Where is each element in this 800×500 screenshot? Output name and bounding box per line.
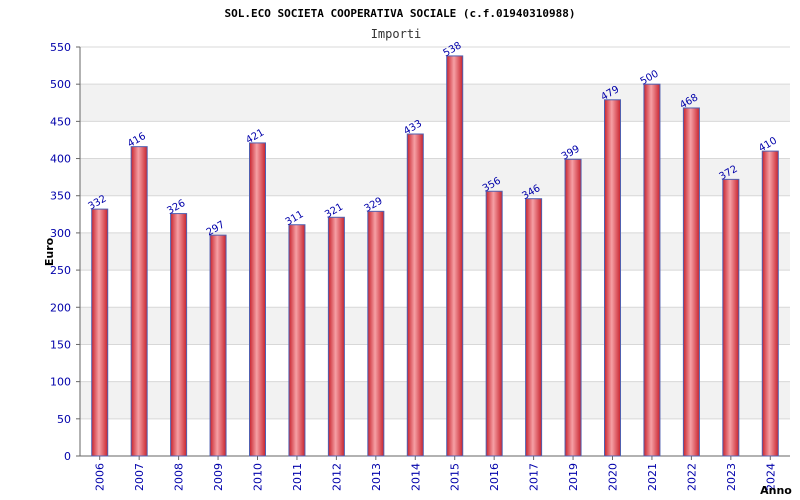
axes <box>79 47 790 457</box>
bar-2010 <box>249 142 266 457</box>
x-tick-label-2017: 2017 <box>528 463 541 491</box>
y-tick-label: 0 <box>64 450 71 463</box>
bar-2007 <box>130 146 148 457</box>
bar-2012 <box>327 216 345 457</box>
x-tick-label-2011: 2011 <box>291 463 304 491</box>
x-tick-label-2014: 2014 <box>409 463 422 491</box>
bar-2013 <box>367 210 385 457</box>
grid-lines <box>76 46 790 457</box>
y-tick-label: 400 <box>50 153 71 166</box>
grid-band <box>80 381 790 419</box>
x-tick-label-2013: 2013 <box>370 463 383 491</box>
y-tick-label: 150 <box>50 338 71 351</box>
chart-subtitle: Importi <box>371 27 422 41</box>
x-tick-label-2009: 2009 <box>212 463 225 491</box>
grid-band <box>80 232 790 271</box>
bar-2022 <box>682 107 700 457</box>
y-tick-label: 500 <box>50 78 71 91</box>
bar-2011 <box>288 224 306 457</box>
bar-2006 <box>91 208 109 457</box>
x-axis-label: Anno <box>760 484 792 497</box>
x-tick-label-2012: 2012 <box>330 463 343 491</box>
y-tick-labels: 0 50 100 150 200 250 300 350 400 450 500 550 <box>50 41 71 463</box>
y-axis-label: Euro <box>43 237 56 266</box>
y-tick-label: 100 <box>50 376 71 389</box>
chart-title: SOL.ECO SOCIETA COOPERATIVA SOCIALE (c.f… <box>225 7 576 20</box>
grid-band <box>80 307 790 345</box>
x-tick-label-2010: 2010 <box>252 463 265 491</box>
grid-band <box>80 84 790 122</box>
x-tick-label-2020: 2020 <box>607 463 620 491</box>
x-tick-label-2023: 2023 <box>725 463 738 491</box>
y-tick-label: 550 <box>50 41 71 54</box>
y-tick-label: 50 <box>57 413 71 426</box>
x-tick-label-2016: 2016 <box>488 463 501 491</box>
bar-2015 <box>446 55 464 457</box>
bar-2017 <box>525 198 543 457</box>
grid-band <box>80 158 790 196</box>
bar-2023 <box>722 178 740 457</box>
x-tick-labels: 2006 2007 2008 2009 2010 2011 2012 2013 2014 2015… <box>94 456 777 491</box>
x-tick-label-2015: 2015 <box>449 463 462 491</box>
y-tick-label: 450 <box>50 115 71 128</box>
bar-2008 <box>170 213 188 457</box>
bar-2024 <box>761 150 779 457</box>
bar-2019 <box>564 158 582 457</box>
y-tick-label: 200 <box>50 301 71 314</box>
bar-2021 <box>643 83 661 457</box>
bar-2020 <box>604 99 621 457</box>
y-tick-label: 250 <box>50 264 71 277</box>
grid-bands <box>80 84 790 419</box>
x-tick-label-2006: 2006 <box>94 463 107 491</box>
bar-2016 <box>485 190 503 457</box>
y-tick-label: 300 <box>50 227 71 240</box>
x-tick-label-2021: 2021 <box>646 463 659 491</box>
x-tick-label-2024: 2024 <box>764 463 777 491</box>
x-tick-label-2022: 2022 <box>685 463 698 491</box>
bar-2009 <box>209 234 227 457</box>
x-tick-label-2007: 2007 <box>133 463 146 491</box>
x-tick-label-2008: 2008 <box>173 463 186 491</box>
bar-2014 <box>406 133 424 457</box>
x-tick-label-2019: 2019 <box>567 463 580 491</box>
y-tick-label: 350 <box>50 190 71 203</box>
